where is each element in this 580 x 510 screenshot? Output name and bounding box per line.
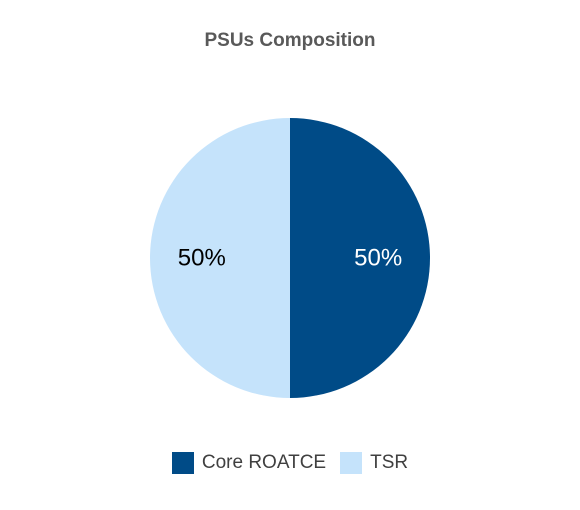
pie-data-label-core-roatce: 50% [354,245,402,272]
pie-slices [150,118,430,398]
legend-swatch-core-roatce [171,452,194,474]
legend-item-tsr: TSR [340,452,408,474]
chart-legend: Core ROATCE TSR [0,452,580,474]
legend-swatch-tsr [340,452,363,474]
legend-label-core-roatce: Core ROATCE [201,452,327,473]
pie-slice-tsr [150,118,290,398]
pie-data-labels: 50% 50% [178,245,402,272]
pie-slice-core-roatce [290,118,430,398]
pie-data-label-tsr: 50% [178,245,226,272]
legend-item-core-roatce: Core ROATCE [171,452,327,474]
legend-label-tsr: TSR [370,452,409,473]
chart-title: PSUs Composition [204,30,376,51]
